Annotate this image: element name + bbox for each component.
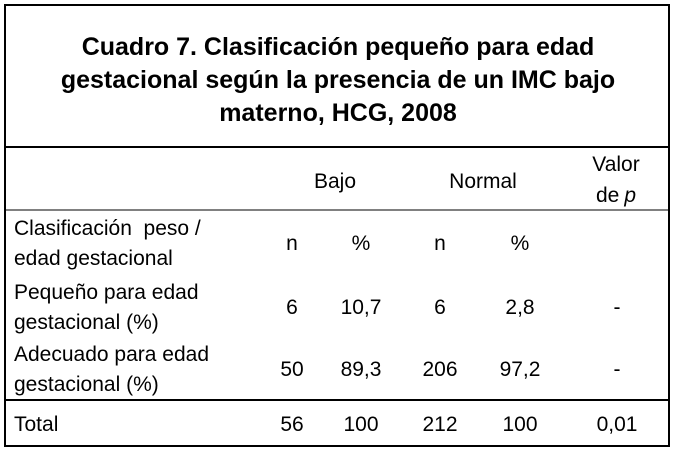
cell: 100 xyxy=(502,413,537,436)
header-de-p: de p xyxy=(596,184,636,207)
header-normal: Normal xyxy=(449,170,517,193)
cell: % xyxy=(352,232,371,255)
cell: 0,01 xyxy=(597,413,638,436)
cell: n xyxy=(286,232,298,255)
cell: n xyxy=(434,232,446,255)
row-label: gestacional (%) xyxy=(14,311,159,334)
cell: - xyxy=(614,358,621,381)
cell: 6 xyxy=(434,296,446,319)
title-line: materno, HCG, 2008 xyxy=(219,99,457,127)
cell: 212 xyxy=(422,413,457,436)
cell: 50 xyxy=(280,358,303,381)
header-de: de xyxy=(596,184,619,207)
header-bajo: Bajo xyxy=(314,170,356,193)
cell: 97,2 xyxy=(500,358,541,381)
cell: 6 xyxy=(286,296,298,319)
cell: 10,7 xyxy=(341,296,382,319)
row-label: Clasificación peso / xyxy=(14,217,201,240)
cell: 2,8 xyxy=(505,296,534,319)
cell: 89,3 xyxy=(341,358,382,381)
header-p: p xyxy=(623,184,636,207)
cell: - xyxy=(614,296,621,319)
row-label: edad gestacional xyxy=(14,247,173,270)
table-border xyxy=(4,4,670,447)
title-line: gestacional según la presencia de un IMC… xyxy=(61,66,615,94)
row-label: Adecuado para edad xyxy=(14,343,209,366)
cell: 56 xyxy=(280,413,303,436)
row-label: Pequeño para edad xyxy=(14,281,199,304)
header-valor: Valor xyxy=(592,153,639,176)
cell: % xyxy=(511,232,530,255)
row-label: gestacional (%) xyxy=(14,373,159,396)
total-label: Total xyxy=(14,413,58,436)
title-line: Cuadro 7. Clasificación pequeño para eda… xyxy=(82,33,595,61)
cell: 206 xyxy=(422,358,457,381)
cell: 100 xyxy=(343,413,378,436)
